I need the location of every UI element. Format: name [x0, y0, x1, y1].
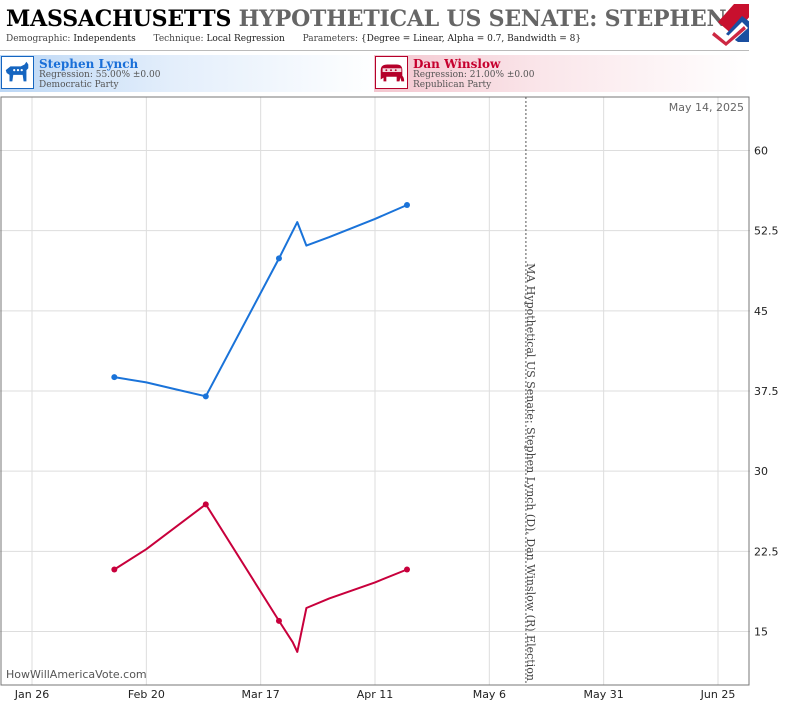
title-rest: HYPOTHETICAL US SENATE: STEPHEN LYNCH	[238, 6, 749, 32]
header: MASSACHUSETTS HYPOTHETICAL US SENATE: ST…	[0, 0, 749, 51]
data-point	[275, 255, 282, 262]
title-state: MASSACHUSETTS	[6, 6, 232, 32]
data-point	[202, 501, 209, 508]
current-date-label: May 14, 2025	[669, 101, 744, 114]
parameters-line: Demographic: Independents Technique: Loc…	[6, 34, 581, 44]
candidate-party: Republican Party	[413, 80, 492, 90]
data-point	[111, 566, 118, 573]
technique-label: Technique:	[153, 34, 204, 44]
technique-value: Local Regression	[206, 34, 285, 44]
x-tick-label: Apr 11	[357, 688, 394, 701]
y-tick-label: 45	[754, 305, 768, 318]
parameters-value: {Degree = Linear, Alpha = 0.7, Bandwidth…	[360, 34, 582, 44]
data-point	[202, 393, 209, 400]
y-tick-label: 37.5	[754, 385, 779, 398]
site-logo-icon	[712, 4, 749, 48]
page-title: MASSACHUSETTS HYPOTHETICAL US SENATE: ST…	[6, 6, 749, 32]
candidate-regression: Regression: 55.00% ±0.00	[39, 70, 161, 80]
x-tick-label: Jan 26	[14, 688, 49, 701]
data-point	[275, 617, 282, 624]
candidate-party: Democratic Party	[39, 80, 119, 90]
poll-chart: May 14, 2025 15 22.5 30 37.5 45 52.5 60 Jan 26…	[0, 96, 779, 701]
x-tick-label: May 31	[584, 688, 624, 701]
y-tick-label: 22.5	[754, 545, 779, 558]
demographic-label: Demographic:	[6, 34, 71, 44]
candidate-regression: Regression: 21.00% ±0.00	[413, 70, 535, 80]
candidate-name: Stephen Lynch	[39, 57, 139, 71]
parameters-label: Parameters:	[302, 34, 359, 44]
x-tick-label: Feb 20	[128, 688, 165, 701]
plot-frame	[0, 96, 750, 686]
series-line-0	[114, 204, 408, 398]
candidate-card-dan-winslow: Dan Winslow Regression: 21.00% ±0.00 Rep…	[374, 55, 750, 92]
series-line-1	[113, 503, 408, 653]
elephant-icon	[375, 56, 408, 89]
donkey-icon	[1, 56, 34, 89]
demographic-value: Independents	[73, 34, 136, 44]
candidate-card-stephen-lynch: Stephen Lynch Regression: 55.00% ±0.00 D…	[0, 55, 380, 92]
y-tick-label: 60	[754, 144, 768, 157]
x-tick-label: Jun 25	[700, 688, 736, 701]
y-tick-label: 52.5	[754, 225, 779, 238]
candidate-name: Dan Winslow	[413, 57, 501, 71]
y-tick-label: 30	[754, 465, 768, 478]
x-tick-label: May 6	[473, 688, 506, 701]
y-axis-label: MA Hypothetical US Senate: Stephen Lynch…	[524, 263, 537, 681]
data-point	[111, 374, 118, 381]
data-point	[404, 566, 411, 573]
y-tick-label: 15	[754, 626, 768, 639]
data-point	[404, 201, 411, 208]
x-tick-label: Mar 17	[242, 688, 280, 701]
watermark: HowWillAmericaVote.com	[6, 668, 147, 681]
